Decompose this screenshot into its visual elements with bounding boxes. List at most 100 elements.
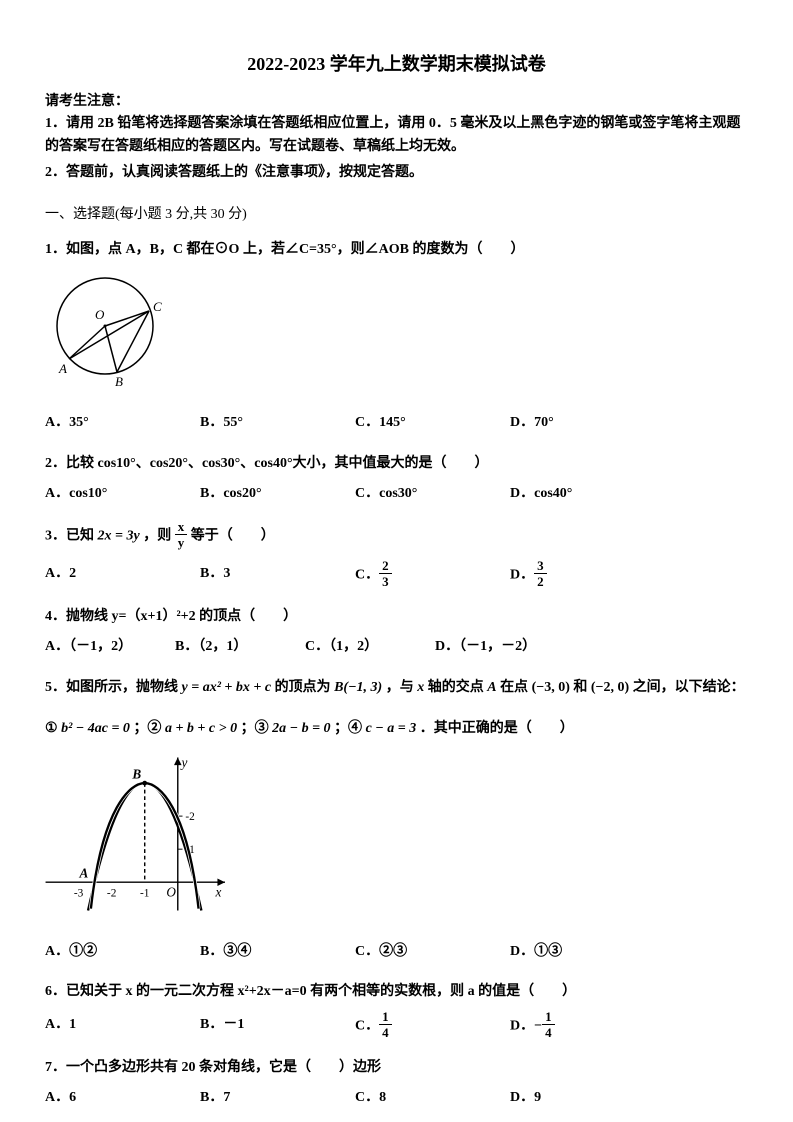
q5-s3: 2a − b = 0 xyxy=(272,721,330,736)
question-5: 5．如图所示，抛物线 y = ax² + bx + c 的顶点为 B(−1, 3… xyxy=(45,675,748,965)
q5-s4: c − a = 3 xyxy=(366,721,417,736)
notice-2: 2．答题前，认真阅读答题纸上的《注意事项》，按规定答题。 xyxy=(45,162,748,184)
section-1-header: 一、选择题(每小题 3 分,共 30 分) xyxy=(45,204,748,226)
q7-opt-d: D．9 xyxy=(510,1085,665,1112)
q1-figure: O A B C xyxy=(45,271,748,402)
q5-s2: a + b + c > 0 xyxy=(165,721,237,736)
q5-mid1: 的顶点为 xyxy=(275,680,331,695)
q5-opt-a: A．①② xyxy=(45,939,200,966)
q5-l2a: ① xyxy=(45,721,58,736)
q5-mid6: 之间，以下结论： xyxy=(633,680,745,695)
q5-opt-b: B．③④ xyxy=(200,939,355,966)
q1-opt-b: B．55° xyxy=(200,410,355,437)
question-4: 4．抛物线 y=（x+1）²+2 的顶点（ ） A．（－1，2） B．（2，1）… xyxy=(45,604,748,661)
q4-options: A．（－1，2） B．（2，1） C．（1，2） D．（－1，－2） xyxy=(45,634,748,661)
origin-label: O xyxy=(166,884,176,899)
tick-neg1: -1 xyxy=(140,887,149,899)
q6-d-den: 4 xyxy=(542,1025,555,1039)
q5-vertex: B(−1, 3) xyxy=(334,680,382,695)
q5-l2e: ．其中正确的是（ ） xyxy=(420,721,574,736)
notice-1: 1．请用 2B 铅笔将选择题答案涂填在答题纸相应位置上，请用 0．5 毫米及以上… xyxy=(45,113,748,158)
q6-c-num: 1 xyxy=(379,1010,392,1025)
q6-text: 6．已知关于 x 的一元二次方程 x²+2x－a=0 有两个相等的实数根，则 a… xyxy=(45,979,748,1006)
q6-opt-a: A．1 xyxy=(45,1012,200,1041)
q6-c-den: 4 xyxy=(379,1025,392,1039)
q5-opt-c: C．②③ xyxy=(355,939,510,966)
q6-opt-b: B．－1 xyxy=(200,1012,355,1041)
q5-line1: 5．如图所示，抛物线 y = ax² + bx + c 的顶点为 B(−1, 3… xyxy=(45,675,748,702)
q4-opt-a: A．（－1，2） xyxy=(45,634,175,661)
q5-A: A xyxy=(487,680,496,695)
q2-options: A．cos10° B．cos20° C．cos30° D．cos40° xyxy=(45,481,748,508)
q5-s1: b² − 4ac = 0 xyxy=(61,721,130,736)
q2-opt-d: D．cos40° xyxy=(510,481,665,508)
q5-figure: -3 -2 -1 -1 -2 y x O B A xyxy=(45,750,748,931)
q3-eq: 2x = 3y xyxy=(98,528,140,543)
tick-y2: -2 xyxy=(185,811,195,823)
tick-neg3: -3 xyxy=(74,887,84,899)
q2-opt-a: A．cos10° xyxy=(45,481,200,508)
q3-opt-a: A．2 xyxy=(45,561,200,590)
q3-c-den: 3 xyxy=(379,574,392,588)
q1-text: 1．如图，点 A，B，C 都在⊙O 上，若∠C=35°，则∠AOB 的度数为（ … xyxy=(45,237,748,264)
label-O: O xyxy=(95,307,105,322)
q5-pre: 5．如图所示，抛物线 xyxy=(45,680,178,695)
q3-c-num: 2 xyxy=(379,559,392,574)
notice-header: 请考生注意： xyxy=(45,91,748,113)
q5-opt-d: D．①③ xyxy=(510,939,665,966)
q4-opt-c: C．（1，2） xyxy=(305,634,435,661)
label-A: A xyxy=(58,361,67,376)
q5-options: A．①② B．③④ C．②③ D．①③ xyxy=(45,939,748,966)
q3-frac: x y xyxy=(175,520,188,549)
q7-options: A．6 B．7 C．8 D．9 xyxy=(45,1085,748,1112)
q4-text: 4．抛物线 y=（x+1）²+2 的顶点（ ） xyxy=(45,604,748,631)
q5-xaxis: x xyxy=(417,680,424,695)
question-1: 1．如图，点 A，B，C 都在⊙O 上，若∠C=35°，则∠AOB 的度数为（ … xyxy=(45,237,748,437)
q6-options: A．1 B．－1 C．14 D．−14 xyxy=(45,1012,748,1041)
q5-mid3: 轴的交点 xyxy=(428,680,484,695)
y-axis-label: y xyxy=(180,755,188,770)
q6-opt-c: C．14 xyxy=(355,1012,510,1041)
q5-mid4: 在点 xyxy=(500,680,528,695)
label-C: C xyxy=(153,299,162,314)
parabola-diagram: -3 -2 -1 -1 -2 y x O B A xyxy=(45,750,235,920)
q7-opt-c: C．8 xyxy=(355,1085,510,1112)
q2-opt-b: B．cos20° xyxy=(200,481,355,508)
q5-l2b: ；② xyxy=(133,721,161,736)
q7-opt-b: B．7 xyxy=(200,1085,355,1112)
q3-d-den: 2 xyxy=(534,574,547,588)
q6-d-num: 1 xyxy=(542,1010,555,1025)
q7-opt-a: A．6 xyxy=(45,1085,200,1112)
q3-text: 3．已知 2x = 3y ，则 x y 等于（ ） xyxy=(45,522,748,551)
q3-pre: 3．已知 xyxy=(45,528,94,543)
q5-eq: y = ax² + bx + c xyxy=(182,680,272,695)
q1-opt-c: C．145° xyxy=(355,410,510,437)
q1-opt-d: D．70° xyxy=(510,410,665,437)
q7-text: 7．一个凸多边形共有 20 条对角线，它是（ ）边形 xyxy=(45,1055,748,1082)
tick-neg2: -2 xyxy=(107,887,117,899)
question-7: 7．一个凸多边形共有 20 条对角线，它是（ ）边形 A．6 B．7 C．8 D… xyxy=(45,1055,748,1112)
q5-l2c: ；③ xyxy=(241,721,269,736)
q3-frac-den: y xyxy=(175,535,188,549)
q2-opt-c: C．cos30° xyxy=(355,481,510,508)
q3-opt-c: C．23 xyxy=(355,561,510,590)
q1-options: A．35° B．55° C．145° D．70° xyxy=(45,410,748,437)
question-2: 2．比较 cos10°、cos20°、cos30°、cos40°大小，其中值最大… xyxy=(45,451,748,508)
B-label: B xyxy=(131,766,141,781)
q5-l2d: ；④ xyxy=(334,721,362,736)
q3-mid: ，则 xyxy=(143,528,171,543)
q3-post: 等于（ ） xyxy=(191,528,275,543)
q1-opt-a: A．35° xyxy=(45,410,200,437)
q3-d-num: 3 xyxy=(534,559,547,574)
q3-options: A．2 B．3 C．23 D．32 xyxy=(45,561,748,590)
q5-p1: (−3, 0) xyxy=(532,680,570,695)
q5-p2: (−2, 0) xyxy=(591,680,629,695)
q3-frac-num: x xyxy=(175,520,188,535)
q5-mid5: 和 xyxy=(573,680,587,695)
label-B: B xyxy=(115,374,123,389)
x-axis-label: x xyxy=(215,884,222,899)
circle-diagram: O A B C xyxy=(45,271,185,391)
q5-line2: ① b² − 4ac = 0 ；② a + b + c > 0 ；③ 2a − … xyxy=(45,716,748,743)
q4-opt-b: B．（2，1） xyxy=(175,634,305,661)
q4-opt-d: D．（－1，－2） xyxy=(435,634,565,661)
